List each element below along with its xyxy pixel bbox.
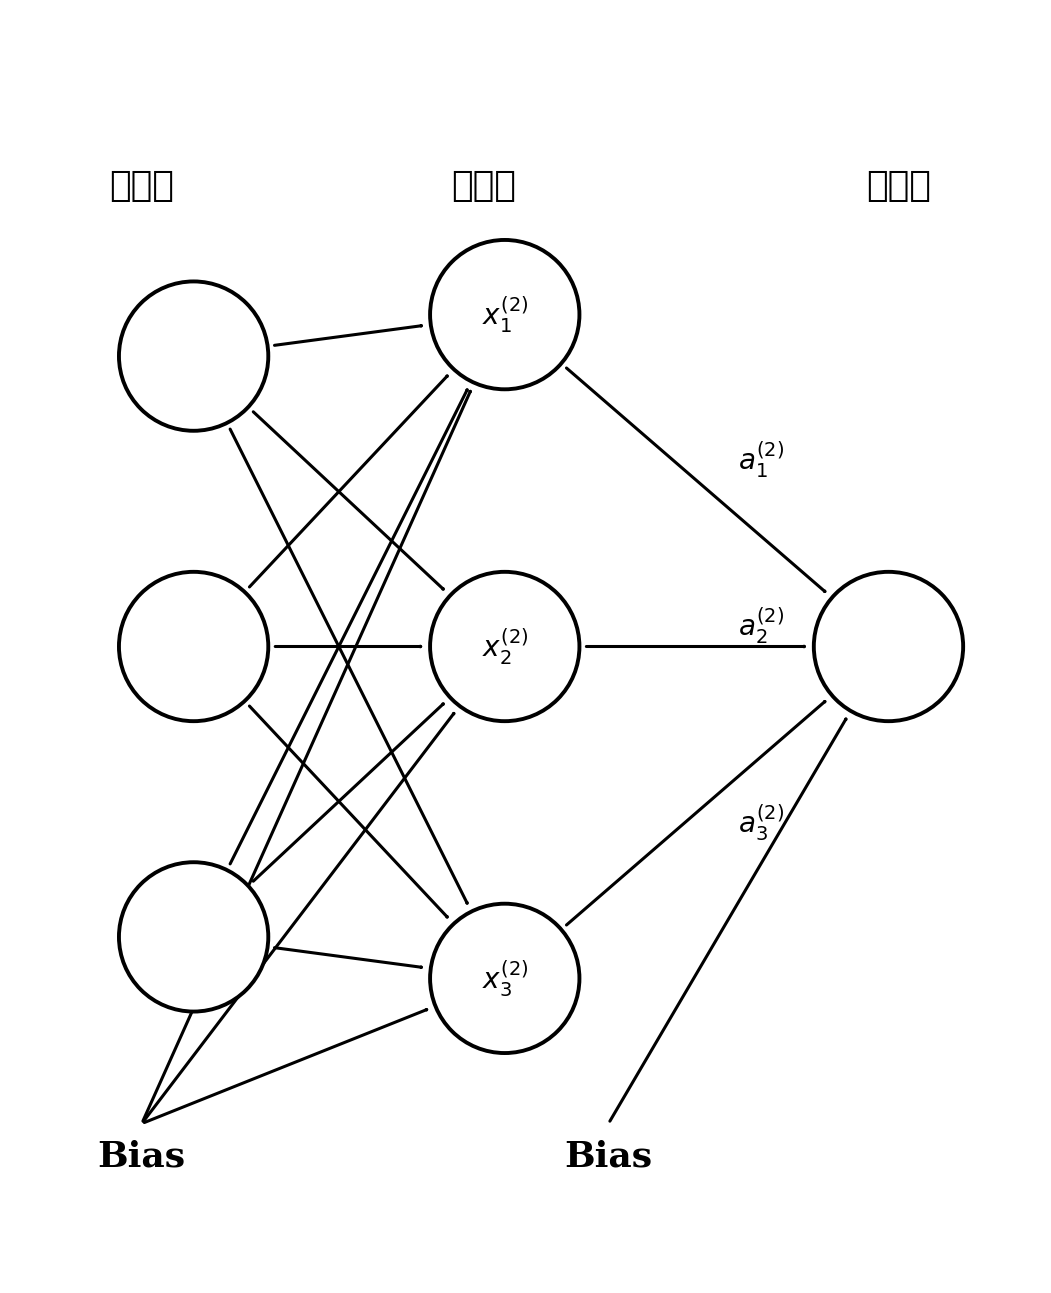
Text: $a_3^{(2)}$: $a_3^{(2)}$ xyxy=(738,803,784,843)
Text: $a_1^{(2)}$: $a_1^{(2)}$ xyxy=(738,440,784,480)
Text: $a_2^{(2)}$: $a_2^{(2)}$ xyxy=(738,605,784,646)
Circle shape xyxy=(119,862,268,1011)
Text: $x_2^{(2)}$: $x_2^{(2)}$ xyxy=(481,626,528,667)
Text: $x_3^{(2)}$: $x_3^{(2)}$ xyxy=(481,958,528,998)
Circle shape xyxy=(430,240,579,389)
Text: 第三层: 第三层 xyxy=(866,169,931,203)
Circle shape xyxy=(430,572,579,721)
Circle shape xyxy=(813,572,963,721)
Text: Bias: Bias xyxy=(98,1139,186,1173)
Text: 第一层: 第一层 xyxy=(109,169,174,203)
Circle shape xyxy=(430,904,579,1053)
Text: Bias: Bias xyxy=(564,1139,653,1173)
Text: 第二层: 第二层 xyxy=(452,169,516,203)
Circle shape xyxy=(119,572,268,721)
Text: $x_1^{(2)}$: $x_1^{(2)}$ xyxy=(481,295,528,335)
Circle shape xyxy=(119,282,268,431)
